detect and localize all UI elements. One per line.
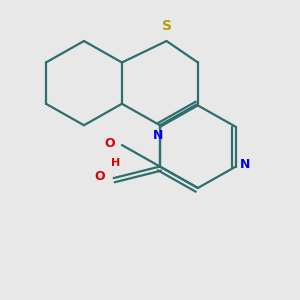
- Text: S: S: [161, 19, 172, 33]
- Text: O: O: [105, 137, 115, 150]
- Text: N: N: [153, 128, 164, 142]
- Text: O: O: [95, 170, 105, 183]
- Text: H: H: [111, 158, 120, 168]
- Text: N: N: [240, 158, 250, 171]
